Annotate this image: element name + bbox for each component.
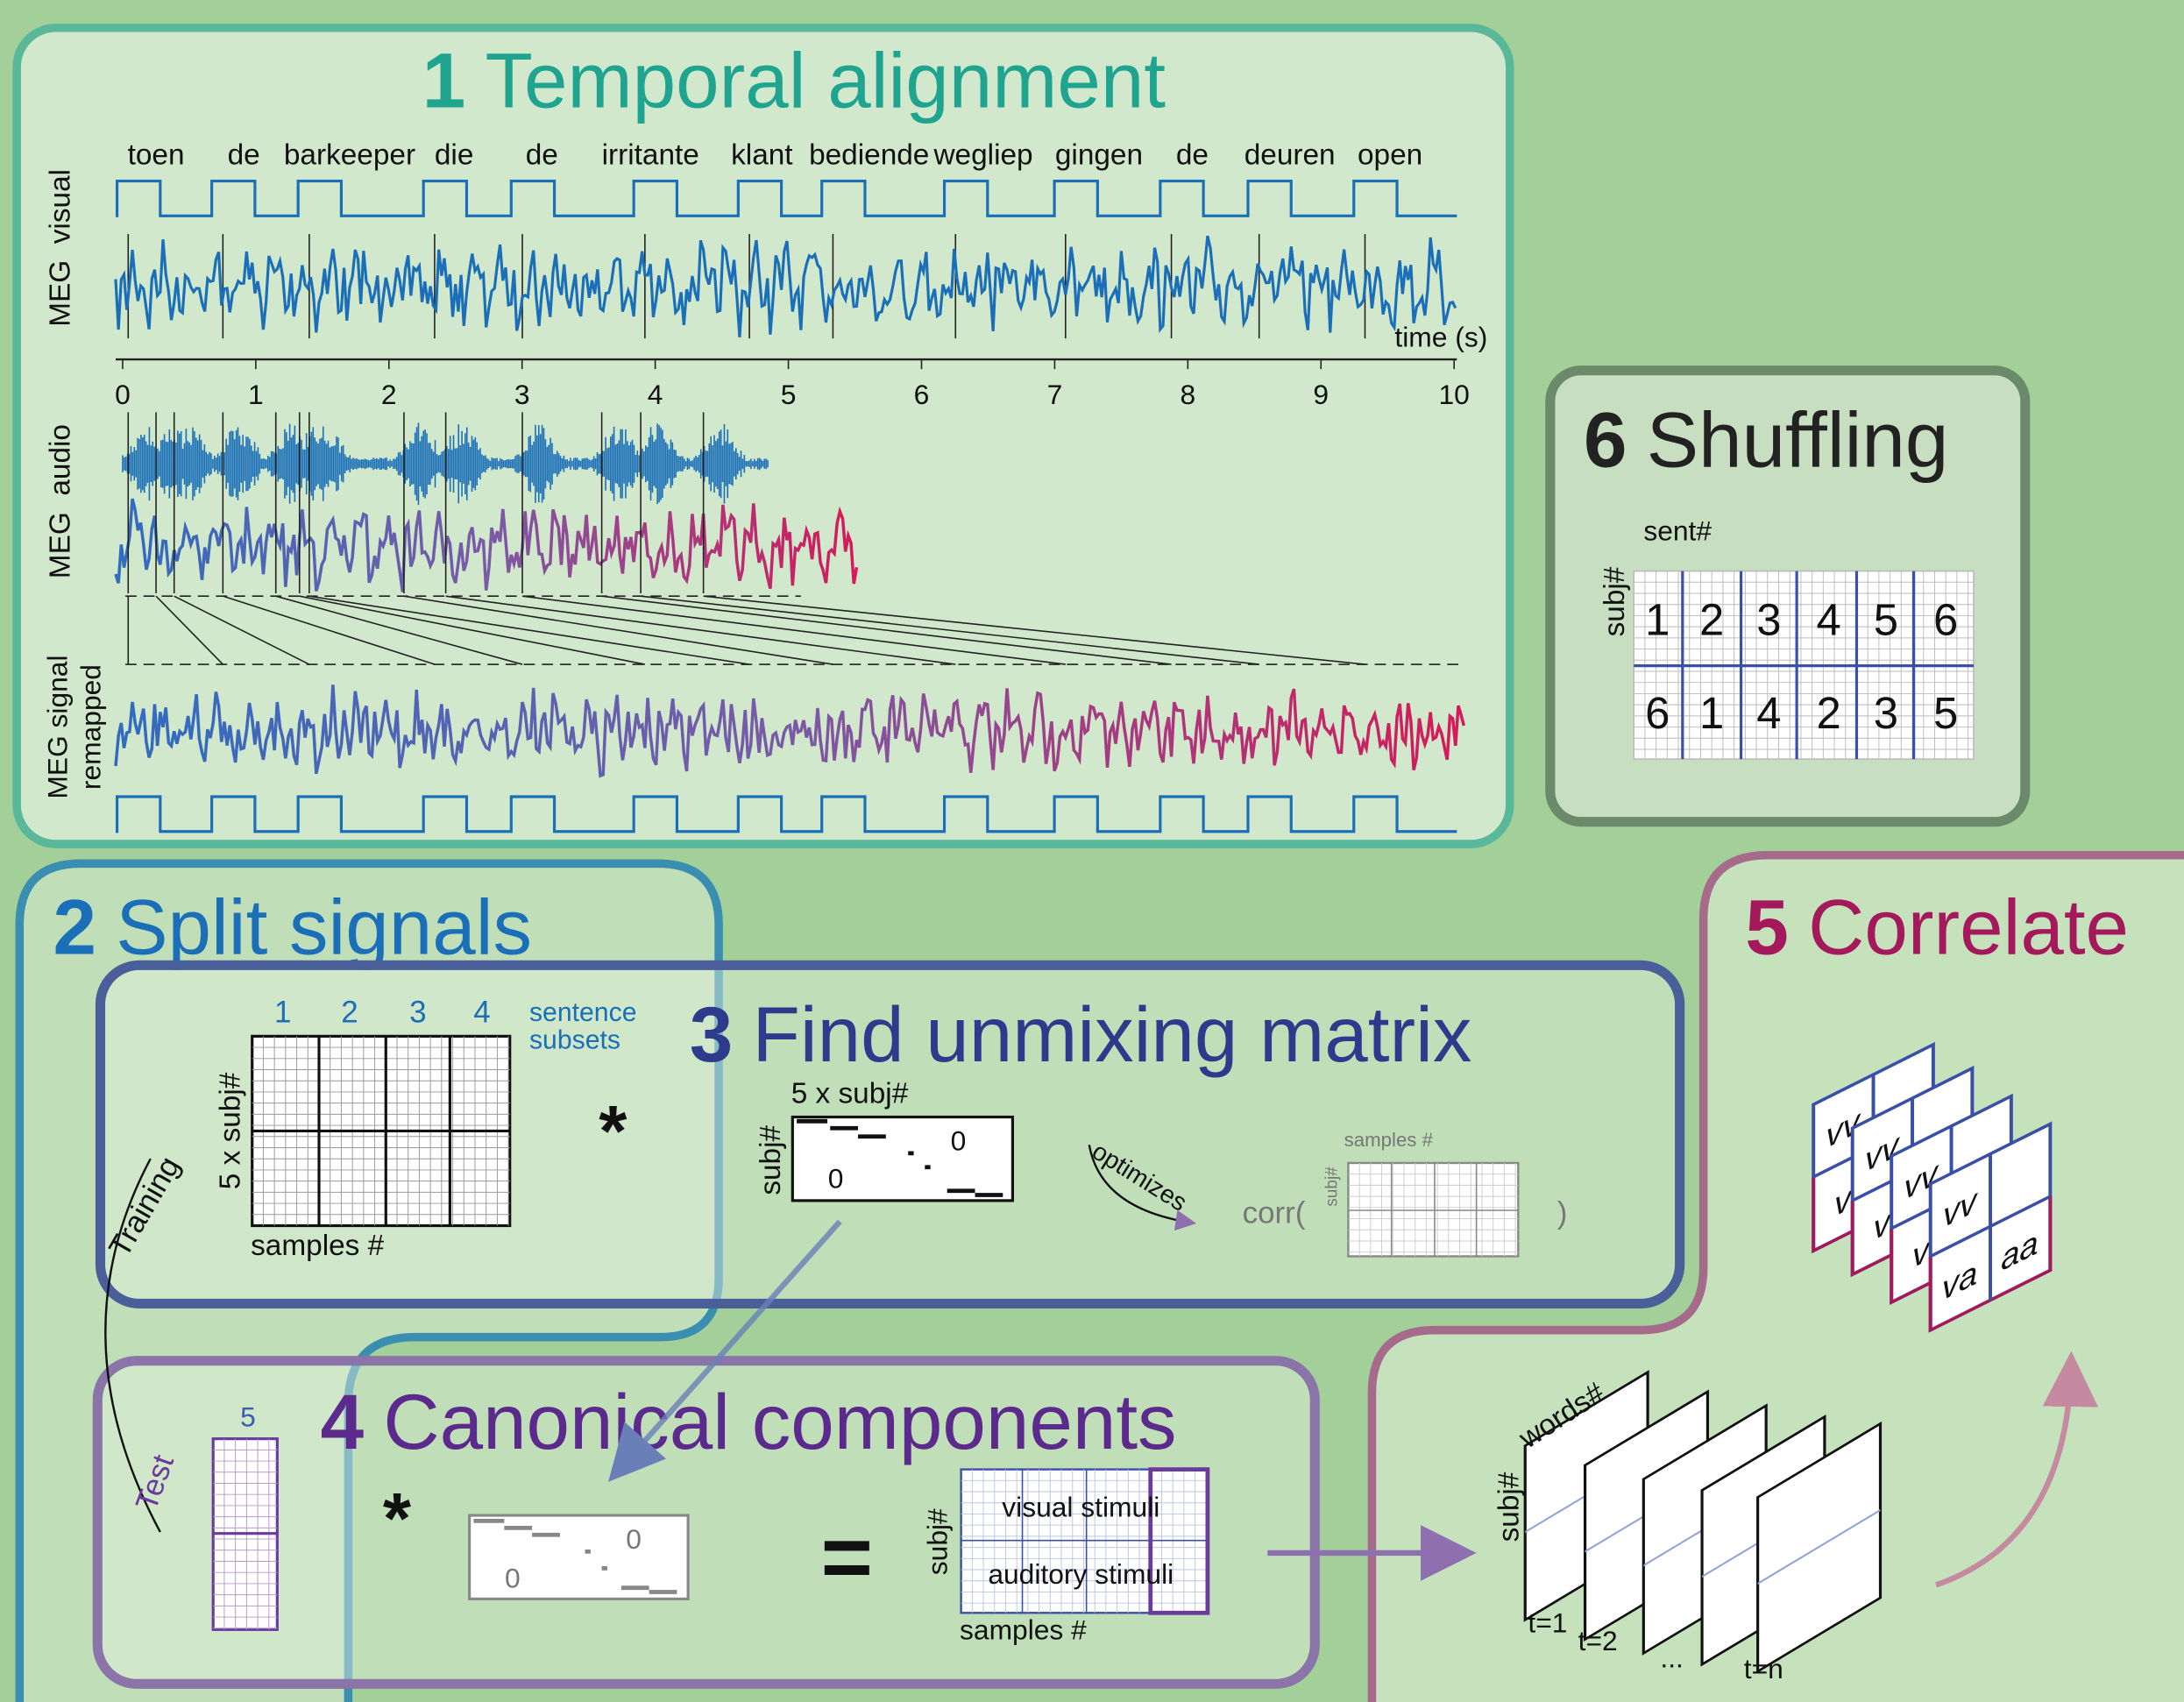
frame-label: t=1 xyxy=(1528,1607,1567,1639)
tick-label: 2 xyxy=(381,379,397,410)
sentence-id: 2 xyxy=(1699,595,1724,645)
sentence-id: 4 xyxy=(1756,688,1781,738)
sentence-id: 3 xyxy=(1756,595,1781,645)
row-label: 5 x subj# xyxy=(214,1072,246,1189)
sentence-id: 5 xyxy=(1933,688,1958,738)
word: irritante xyxy=(602,139,699,172)
tick-label: 4 xyxy=(648,379,663,410)
word: bediende xyxy=(809,139,929,172)
word: barkeeper xyxy=(284,139,415,172)
word: toen xyxy=(128,139,185,172)
test-width: 5 xyxy=(240,1401,256,1432)
panel-number: 1 xyxy=(422,36,466,124)
matrix-col-label: 5 x subj# xyxy=(791,1078,909,1110)
word: de xyxy=(228,139,260,172)
zero: 0 xyxy=(951,1125,967,1157)
tick-label: 1 xyxy=(248,379,264,410)
frame-label: t=n xyxy=(1744,1653,1783,1684)
zero: 0 xyxy=(626,1523,642,1555)
row-name: auditory stimuli xyxy=(988,1558,1174,1590)
panel-title-text: Correlate xyxy=(1808,883,2129,971)
sentence-id: 1 xyxy=(1699,688,1724,738)
panel-number: 4 xyxy=(321,1378,365,1465)
operator: * xyxy=(383,1478,412,1559)
tick-label: 9 xyxy=(1313,379,1329,410)
row-label: subj# xyxy=(1599,566,1631,636)
sentence-id: 5 xyxy=(1874,595,1898,645)
axis-label: MEG visual xyxy=(45,169,77,327)
corr-col-label: samples # xyxy=(1344,1129,1434,1151)
subset-label: sentence xyxy=(529,998,637,1027)
operator: * xyxy=(599,1090,628,1172)
figure: 1Temporal alignment toendebarkeeperdiede… xyxy=(0,0,2184,1702)
panel-title-text: Temporal alignment xyxy=(486,36,1166,124)
time-label: time (s) xyxy=(1394,322,1487,353)
column-label: sent# xyxy=(1643,515,1712,547)
subset-number: 3 xyxy=(409,995,426,1029)
sentence-id: 3 xyxy=(1874,688,1898,738)
sentence-id: 2 xyxy=(1817,688,1841,738)
unmixing-matrix xyxy=(792,1117,1012,1201)
corr-close: ) xyxy=(1557,1195,1568,1230)
subset-label: subsets xyxy=(529,1026,620,1055)
word: open xyxy=(1358,139,1422,172)
components-matrix xyxy=(470,1515,689,1599)
tick-label: 6 xyxy=(914,379,930,410)
tick-label: 0 xyxy=(115,379,131,410)
sentence-id: 6 xyxy=(1645,688,1670,738)
panel-number: 6 xyxy=(1584,395,1627,483)
tick-label: 3 xyxy=(514,379,530,410)
frame-label: t=2 xyxy=(1578,1625,1618,1656)
subset-number: 4 xyxy=(473,995,490,1029)
corr-open: corr( xyxy=(1243,1195,1306,1230)
tick-label: 7 xyxy=(1047,379,1063,410)
panel-title-text: Canonical components xyxy=(383,1378,1176,1465)
word: de xyxy=(1176,139,1209,172)
column-label: samples # xyxy=(251,1230,384,1262)
panel-number: 5 xyxy=(1745,883,1789,971)
zero: 0 xyxy=(505,1563,521,1594)
word: klant xyxy=(731,139,793,172)
axis-label: MEG signal xyxy=(41,655,73,798)
matrix-row-label: subj# xyxy=(755,1124,787,1195)
subset-number: 2 xyxy=(341,995,358,1029)
corr-row-label: subj# xyxy=(1323,1167,1342,1207)
word: deuren xyxy=(1244,139,1336,172)
frame-label: ... xyxy=(1660,1642,1683,1673)
word: wegliep xyxy=(932,139,1032,172)
column-label: samples # xyxy=(960,1613,1087,1645)
panel-title-text: Shuffling xyxy=(1647,395,1949,483)
subset-number: 1 xyxy=(274,995,291,1029)
panel-title-text: Split signals xyxy=(116,883,532,971)
sentence-id: 1 xyxy=(1645,595,1670,645)
panel-title-text: Find unmixing matrix xyxy=(752,990,1471,1078)
row-label: subj# xyxy=(922,1508,954,1575)
frame-row-label: subj# xyxy=(1493,1472,1525,1542)
panel-number: 3 xyxy=(690,990,734,1078)
sentence-id: 6 xyxy=(1933,595,1958,645)
tick-label: 8 xyxy=(1181,379,1196,410)
panel-number: 2 xyxy=(53,883,96,971)
row-name: visual stimuli xyxy=(1002,1492,1159,1523)
word: gingen xyxy=(1055,139,1143,172)
axis-label: remapped xyxy=(74,664,106,790)
zero: 0 xyxy=(828,1163,844,1195)
tick-label: 5 xyxy=(781,379,797,410)
sentence-id: 4 xyxy=(1817,595,1841,645)
equals: = xyxy=(821,1507,873,1607)
axis-label: MEG audio xyxy=(45,424,77,578)
word: de xyxy=(526,139,558,172)
tick-label: 10 xyxy=(1439,379,1470,410)
word: die xyxy=(435,139,474,172)
